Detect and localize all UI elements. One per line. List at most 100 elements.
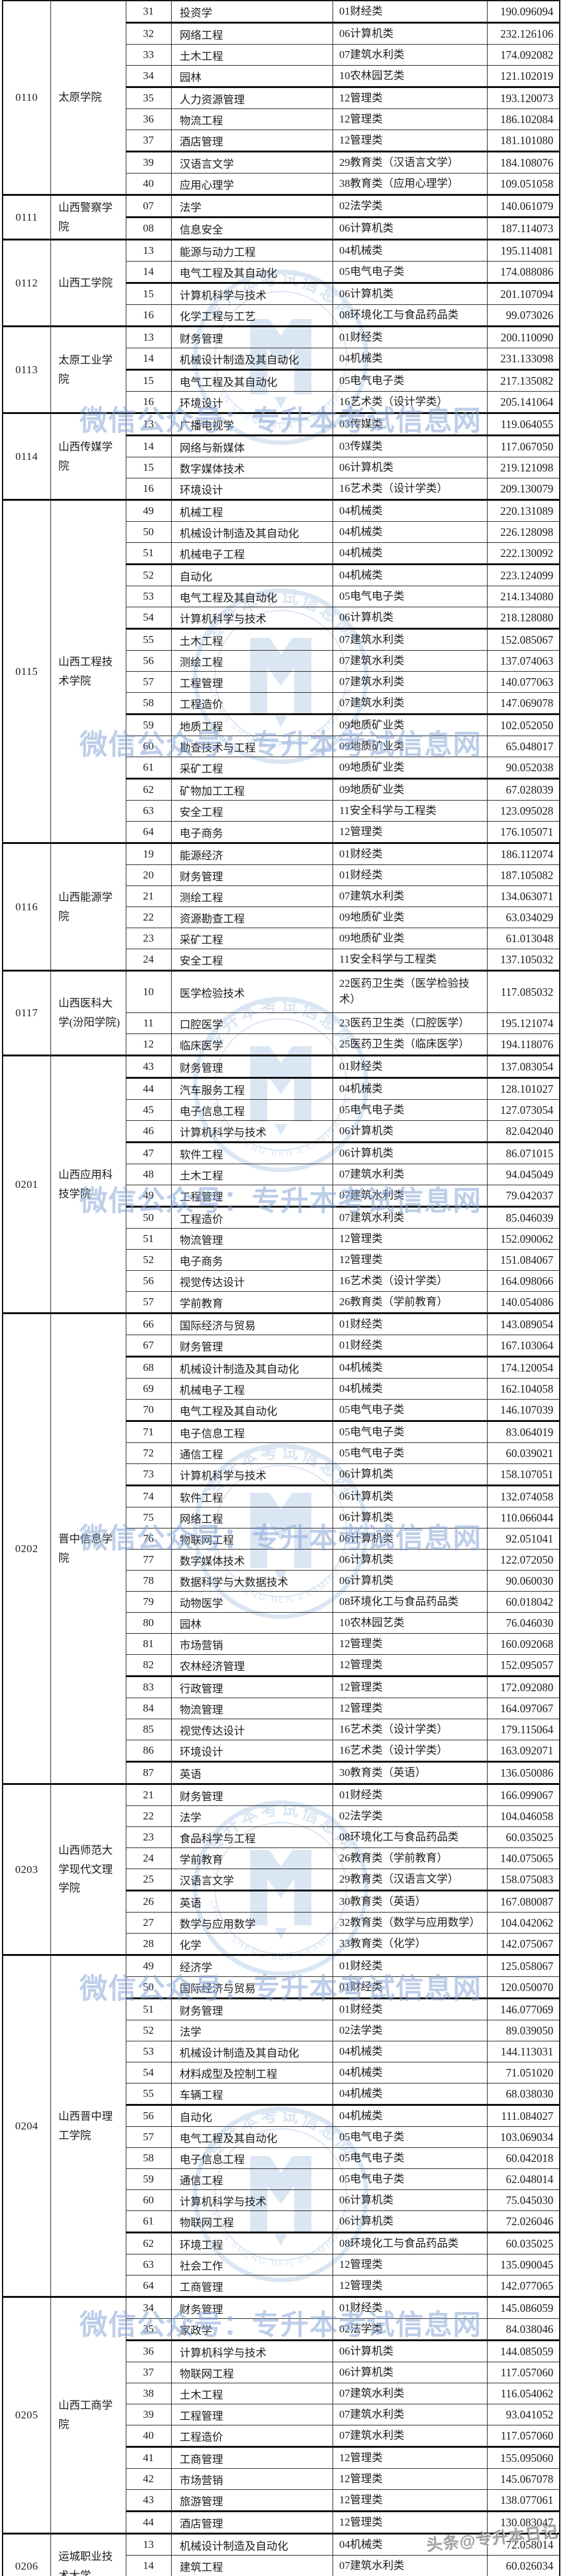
major-code-cell: 26 [125,1890,172,1913]
major-name-cell: 能源经济 [170,843,333,865]
major-name-cell: 家政学 [170,2318,333,2341]
major-name-cell: 计算机科学与技术 [170,2340,333,2362]
major-name-cell: 园林 [170,1612,333,1634]
category-cell: 01财经类 [332,2297,488,2319]
major-name-cell: 计算机科学与技术 [170,283,333,305]
major-name-cell: 经济学 [170,1955,333,1977]
major-code-cell: 86 [125,1740,172,1763]
major-code-cell: 36 [125,2340,172,2362]
major-name-cell: 软件工程 [170,1142,333,1164]
score-cell: 140.061079 [486,195,560,218]
category-cell: 06计算机类 [332,1485,488,1507]
score-cell: 92.051041 [486,1528,560,1550]
table-row: 51 机械电子工程 04机械类 222.130092 [3,542,560,565]
major-name-cell: 计算机科学与技术 [170,607,333,630]
major-code-cell: 34 [125,2297,172,2319]
category-cell: 04机械类 [332,2041,488,2062]
score-cell: 142.077065 [486,2275,560,2298]
category-cell: 05电气电子类 [332,1099,488,1121]
school-code-cell: 0203 [2,1784,51,1956]
school-name-cell: 山西应用科技学院 [50,1055,126,1314]
category-cell: 04机械类 [332,239,488,262]
category-cell: 12管理类 [332,2468,488,2490]
major-code-cell: 24 [125,1847,172,1869]
score-cell: 205.141064 [486,391,560,414]
score-cell: 187.105082 [486,864,560,886]
score-cell: 137.105032 [486,949,560,972]
category-cell: 04机械类 [332,348,488,371]
score-cell: 138.077061 [486,2489,560,2512]
score-cell: 136.050086 [486,1761,560,1785]
major-code-cell: 22 [125,907,172,928]
table-row: 51 财务管理 01财经类 146.077069 [3,1998,560,2020]
category-cell: 06计算机类 [332,1120,488,1143]
school-code-cell: 0117 [2,970,51,1056]
major-code-cell: 52 [125,1249,172,1271]
table-row: 52 法学 02法学类 89.039050 [3,2020,560,2041]
table-row: 41 工商管理 12管理类 155.095060 [3,2446,560,2469]
score-cell: 152.085067 [486,628,560,651]
major-name-cell: 机械设计制造及自动化 [170,2533,333,2556]
category-cell: 11安全科学与工程类 [332,800,488,822]
score-cell: 187.114073 [486,217,560,241]
major-name-cell: 数学与应用数学 [170,1912,333,1934]
major-code-cell: 87 [125,1761,172,1785]
score-cell: 214.134080 [486,586,560,607]
major-code-cell: 57 [125,671,172,693]
major-code-cell: 60 [125,736,172,757]
major-name-cell: 建筑工程 [170,2555,333,2576]
table-row: 36 计算机科学与技术 06计算机类 144.085059 [3,2340,560,2362]
score-cell: 164.098066 [486,1270,560,1292]
category-cell: 04机械类 [332,2083,488,2106]
table-row: 42 市场营销 12管理类 145.067078 [3,2468,560,2490]
major-name-cell: 机械电子工程 [170,1378,333,1400]
major-name-cell: 土木工程 [170,44,333,66]
table-row: 38 土木工程 07建筑水利类 116.054062 [3,2383,560,2404]
major-name-cell: 工程造价 [170,1206,333,1229]
score-cell: 127.073054 [486,1099,560,1121]
major-name-cell: 酒店管理 [170,130,333,152]
category-cell: 06计算机类 [332,217,488,241]
major-code-cell: 47 [125,1142,172,1164]
score-cell: 158.075083 [486,1869,560,1891]
category-cell: 07建筑水利类 [332,2383,488,2404]
major-code-cell: 67 [125,1335,172,1358]
category-cell: 10农林园艺类 [332,65,488,88]
category-cell: 12管理类 [332,1698,488,1719]
major-code-cell: 21 [125,1784,172,1806]
table-row: 71 电子信息工程 05电气电子类 83.064019 [3,1421,560,1443]
score-cell: 172.092080 [486,1676,560,1698]
major-name-cell: 化学 [170,1933,333,1956]
score-cell: 226.128098 [486,521,560,543]
major-code-cell: 49 [125,1185,172,1208]
table-row: 64 电子商务 12管理类 176.105071 [3,821,560,844]
major-code-cell: 64 [125,2275,172,2298]
major-code-cell: 46 [125,1120,172,1143]
major-name-cell: 车辆工程 [170,2083,333,2106]
major-code-cell: 54 [125,2062,172,2084]
major-code-cell: 56 [125,650,172,672]
table-row: 67 财务管理 01财经类 167.103064 [3,1335,560,1358]
major-code-cell: 53 [125,586,172,607]
category-cell: 04机械类 [332,542,488,565]
major-name-cell: 市场营销 [170,1633,333,1655]
major-code-cell: 36 [125,108,172,130]
major-name-cell: 计算机科学与技术 [170,1463,333,1486]
table-row: 63 安全工程 11安全科学与工程类 123.095028 [3,800,560,822]
category-cell: 05电气电子类 [332,261,488,284]
category-cell: 05电气电子类 [332,586,488,607]
score-cell: 209.130079 [486,478,560,501]
major-code-cell: 13 [125,326,172,348]
major-code-cell: 55 [125,2083,172,2106]
category-cell: 02法学类 [332,1805,488,1827]
table-row: 57 学前教育 26教育类（学前教育） 140.054086 [3,1291,560,1314]
category-cell: 06计算机类 [332,2189,488,2211]
score-cell: 144.085059 [486,2340,560,2362]
table-row: 24 安全工程 11安全科学与工程类 137.105032 [3,949,560,972]
category-cell: 32教育类（数学与应用数学） [332,1912,488,1934]
table-row: 35 家政学 02法学类 84.038046 [3,2318,560,2341]
major-name-cell: 英语 [170,1761,333,1785]
school-name-cell: 山西能源学院 [50,843,126,972]
